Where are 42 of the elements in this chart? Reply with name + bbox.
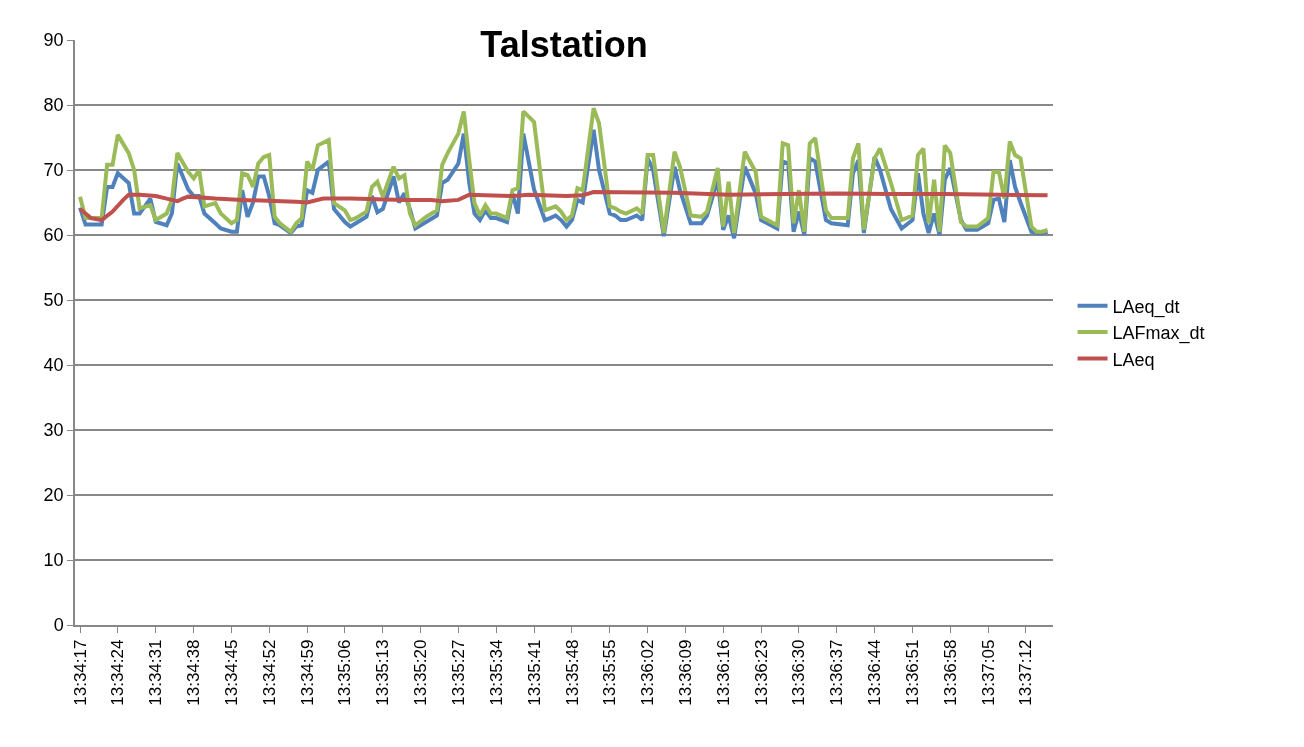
y-tick-label: 40 <box>43 355 64 376</box>
x-tick-label: 13:36:23 <box>751 639 771 706</box>
y-tick-label: 50 <box>43 290 64 311</box>
x-tick-label: 13:36:16 <box>713 639 733 706</box>
x-tick-label: 13:36:44 <box>865 639 885 706</box>
x-tick-label: 13:35:41 <box>524 639 544 706</box>
x-tick-label: 13:35:55 <box>600 639 620 706</box>
y-tick-label: 90 <box>43 30 64 51</box>
y-tick-label: 20 <box>43 485 64 506</box>
x-tick-label: 13:34:52 <box>259 639 279 706</box>
y-tick-label: 70 <box>43 160 64 181</box>
x-tick-label: 13:37:12 <box>1016 639 1036 706</box>
line-series <box>78 190 1050 223</box>
chart-title: Talstation <box>480 24 648 66</box>
x-tick-label: 13:35:20 <box>411 639 431 706</box>
legend-label: LAFmax_dt <box>1112 323 1205 345</box>
x-tick-label: 13:36:37 <box>827 639 847 706</box>
x-tick-label: 13:34:17 <box>70 639 90 706</box>
x-tick-label: 13:36:02 <box>638 639 658 706</box>
x-tick-label: 13:36:09 <box>675 639 695 706</box>
x-tick-label: 13:34:38 <box>184 639 204 706</box>
legend-label: LAeq <box>1112 349 1155 370</box>
x-tick-label: 13:36:30 <box>789 639 809 706</box>
x-tick-label: 13:35:27 <box>448 639 468 706</box>
x-tick-label: 13:36:58 <box>940 639 960 706</box>
y-tick-label: 0 <box>53 615 64 636</box>
legend-label: LAeq_dt <box>1112 296 1180 318</box>
x-tick-label: 13:34:59 <box>297 639 317 706</box>
y-tick-label: 30 <box>43 420 64 441</box>
line-series <box>78 106 1050 236</box>
x-tick-label: 13:35:13 <box>373 639 393 706</box>
x-tick-label: 13:34:24 <box>108 639 128 706</box>
x-tick-label: 13:35:48 <box>562 639 582 706</box>
y-tick-label: 10 <box>43 550 64 571</box>
x-tick-label: 13:36:51 <box>903 639 923 706</box>
y-tick-label: 80 <box>43 95 64 116</box>
x-tick-label: 13:37:05 <box>978 639 998 706</box>
x-tick-label: 13:34:31 <box>146 639 166 706</box>
x-tick-label: 13:35:34 <box>486 639 506 706</box>
x-tick-label: 13:34:45 <box>221 639 241 706</box>
x-tick-label: 13:35:06 <box>335 639 355 706</box>
y-tick-label: 60 <box>43 225 64 246</box>
